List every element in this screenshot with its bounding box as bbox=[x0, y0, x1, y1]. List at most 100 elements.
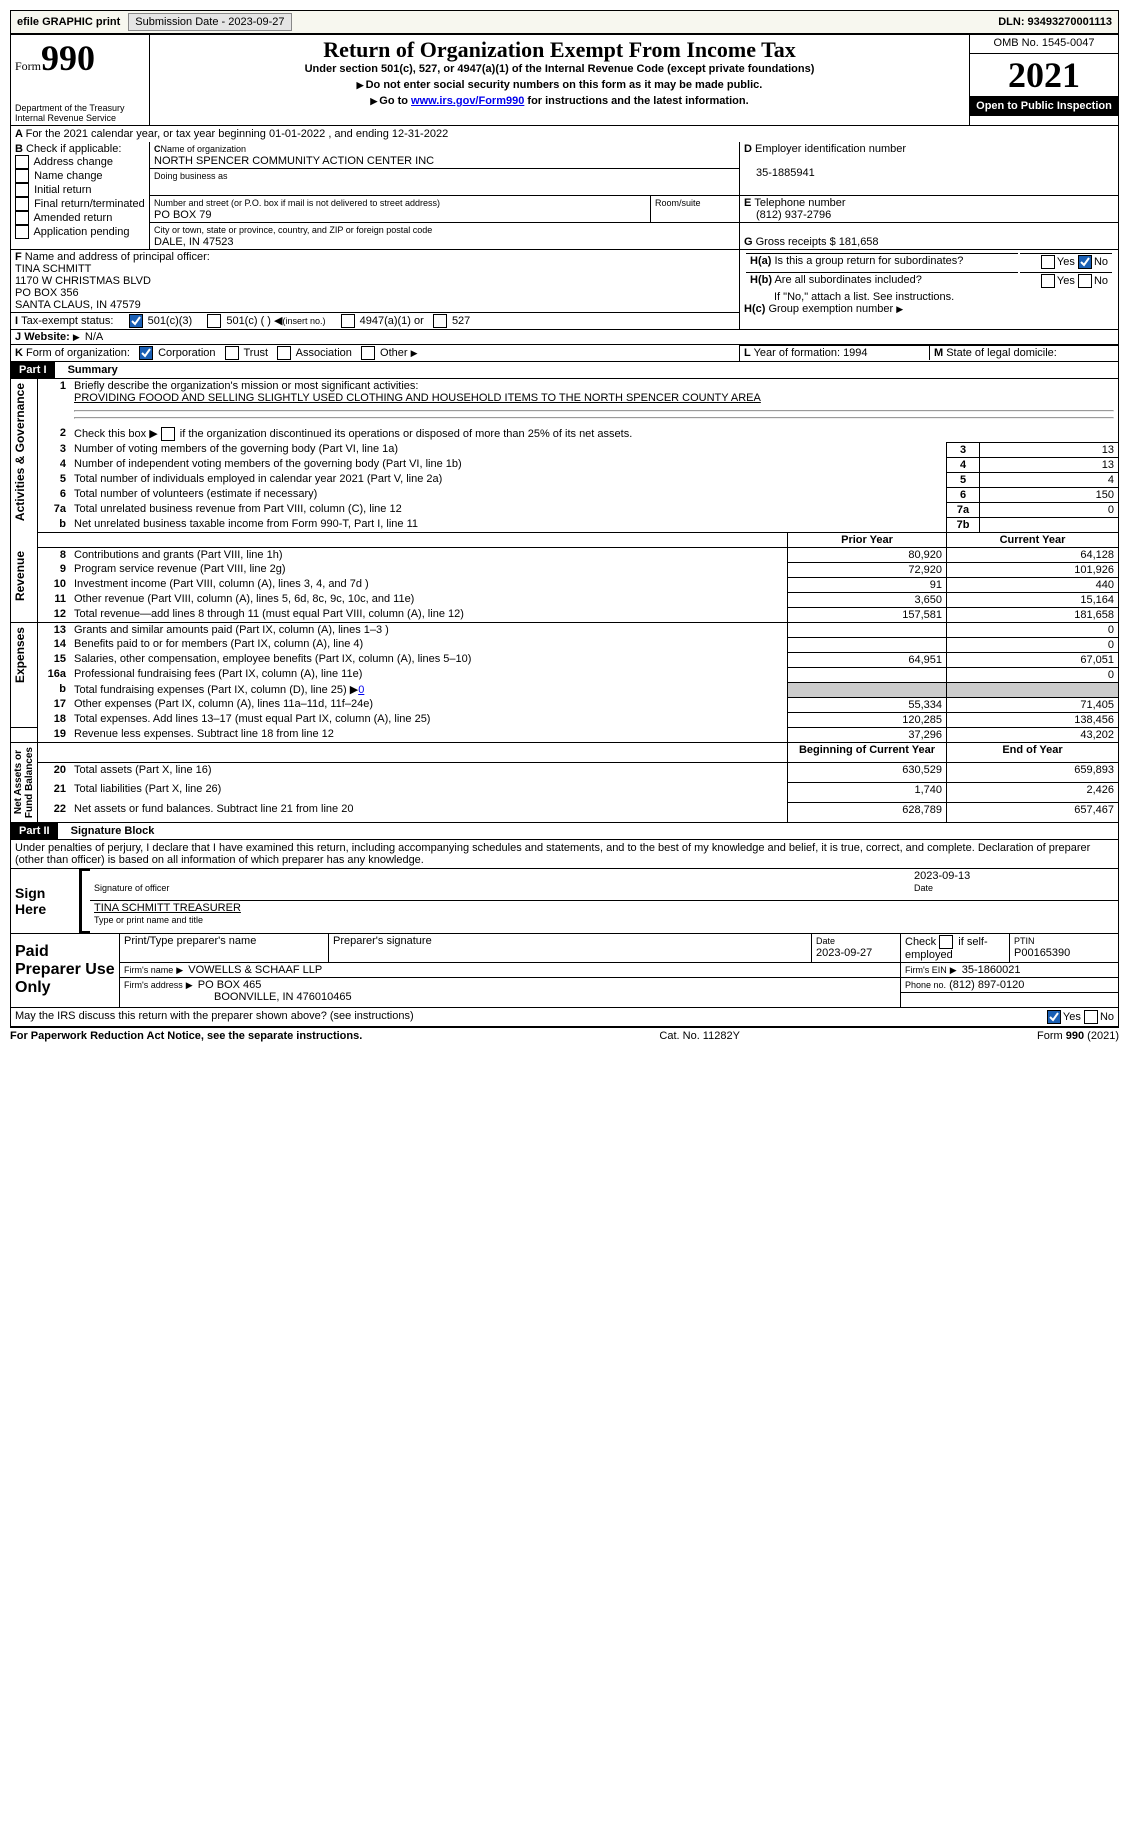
pt-date-cell: Date2023-09-27 bbox=[812, 934, 901, 963]
rownum-19: 19 bbox=[38, 727, 71, 742]
chk-application-pending[interactable] bbox=[15, 225, 29, 239]
l12-label: Total revenue—add lines 8 through 11 (mu… bbox=[70, 607, 788, 622]
lm-cell: L Year of formation: 1994 M State of leg… bbox=[740, 345, 1119, 362]
side-exp: Expenses bbox=[11, 622, 38, 727]
chk-address-change[interactable] bbox=[15, 155, 29, 169]
sig-officer-cell: Signature of officer bbox=[90, 869, 910, 901]
grey-16bc bbox=[947, 682, 1119, 697]
a-text2: , and ending 12-31-2022 bbox=[328, 128, 448, 140]
val-7b bbox=[980, 517, 1119, 532]
rownum-6: 6 bbox=[38, 487, 71, 502]
chk-discuss-yes[interactable] bbox=[1047, 1010, 1061, 1024]
firm-ein-label: Firm's EIN bbox=[905, 965, 947, 975]
city-value: DALE, IN 47523 bbox=[154, 236, 234, 248]
paid-preparer-table: Paid Preparer Use Only Print/Type prepar… bbox=[10, 934, 1119, 1008]
website-value: N/A bbox=[85, 331, 103, 343]
val-22p: 628,789 bbox=[788, 802, 947, 822]
val-10p: 91 bbox=[788, 577, 947, 592]
col-beg: Beginning of Current Year bbox=[788, 742, 947, 762]
chk-name-change[interactable] bbox=[15, 169, 29, 183]
sub3-post: for instructions and the latest informat… bbox=[524, 95, 748, 107]
rownum-15: 15 bbox=[38, 652, 71, 667]
l21-label: Total liabilities (Part X, line 26) bbox=[70, 782, 788, 802]
f-line-0: TINA SCHMITT bbox=[15, 263, 91, 275]
chk-ha-yes[interactable] bbox=[1041, 255, 1055, 269]
val-15c: 67,051 bbox=[947, 652, 1119, 667]
chk-discontinued[interactable] bbox=[161, 427, 175, 441]
rownum-1: 1 bbox=[38, 379, 71, 426]
sign-here-table: Sign Here Signature of officer 2023-09-1… bbox=[10, 869, 1119, 934]
rownum-20: 20 bbox=[38, 762, 71, 782]
opt-final-return: Final return/terminated bbox=[34, 198, 145, 210]
box-6: 6 bbox=[947, 487, 980, 502]
val-8c: 64,128 bbox=[947, 547, 1119, 562]
irs-link[interactable]: www.irs.gov/Form990 bbox=[411, 95, 524, 107]
chk-corp[interactable] bbox=[139, 346, 153, 360]
val-17c: 71,405 bbox=[947, 697, 1119, 712]
rownum-10: 10 bbox=[38, 577, 71, 592]
discuss-row: May the IRS discuss this return with the… bbox=[10, 1008, 1119, 1027]
rownum-blank bbox=[38, 532, 71, 547]
chk-4947[interactable] bbox=[341, 314, 355, 328]
arrow-icon bbox=[357, 79, 366, 91]
k-label: Form of organization: bbox=[26, 347, 130, 359]
rownum-11: 11 bbox=[38, 592, 71, 607]
footer-right: Form 990 (2021) bbox=[1037, 1030, 1119, 1042]
part2-title: Signature Block bbox=[61, 825, 155, 837]
chk-501c[interactable] bbox=[207, 314, 221, 328]
chk-amended-return[interactable] bbox=[15, 211, 29, 225]
chk-501c3[interactable] bbox=[129, 314, 143, 328]
val-5: 4 bbox=[980, 472, 1119, 487]
l3-label: Number of voting members of the governin… bbox=[70, 442, 947, 457]
i-o3: 4947(a)(1) or bbox=[360, 315, 424, 327]
rownum-3: 3 bbox=[38, 442, 71, 457]
arrow-icon bbox=[896, 303, 905, 315]
part2-label: Part II bbox=[11, 823, 58, 839]
val-12p: 157,581 bbox=[788, 607, 947, 622]
box-7a: 7a bbox=[947, 502, 980, 517]
l7a-label: Total unrelated business revenue from Pa… bbox=[70, 502, 947, 517]
rownum-7b: b bbox=[38, 517, 71, 532]
chk-hb-yes[interactable] bbox=[1041, 274, 1055, 288]
val-13p bbox=[788, 622, 947, 637]
col-curr: Current Year bbox=[947, 532, 1119, 547]
footer-left: For Paperwork Reduction Act Notice, see … bbox=[10, 1030, 362, 1042]
chk-ha-no[interactable] bbox=[1078, 255, 1092, 269]
i-cell: I Tax-exempt status: 501(c)(3) 501(c) ( … bbox=[11, 313, 740, 330]
dln-label: DLN: 93493270001113 bbox=[998, 16, 1118, 28]
c-name-cell: CName of organization NORTH SPENCER COMM… bbox=[150, 142, 740, 169]
chk-discuss-no[interactable] bbox=[1084, 1010, 1098, 1024]
rownum-14: 14 bbox=[38, 637, 71, 652]
side-rev: Revenue bbox=[11, 547, 38, 622]
rownum-blank2 bbox=[38, 742, 71, 762]
chk-final-return[interactable] bbox=[15, 197, 29, 211]
val-22c: 657,467 bbox=[947, 802, 1119, 822]
i-o1: 501(c)(3) bbox=[148, 315, 193, 327]
val-16ap bbox=[788, 667, 947, 682]
chk-527[interactable] bbox=[433, 314, 447, 328]
rownum-7a: 7a bbox=[38, 502, 71, 517]
chk-assoc[interactable] bbox=[277, 346, 291, 360]
chk-self-employed[interactable] bbox=[939, 935, 953, 949]
l1-value: PROVIDING FOOOD AND SELLING SLIGHTLY USE… bbox=[74, 392, 761, 404]
chk-other[interactable] bbox=[361, 346, 375, 360]
val-21p: 1,740 bbox=[788, 782, 947, 802]
rownum-17: 17 bbox=[38, 697, 71, 712]
top-bar: efile GRAPHIC print Submission Date - 20… bbox=[10, 10, 1119, 34]
rownum-21: 21 bbox=[38, 782, 71, 802]
f-cell: F Name and address of principal officer:… bbox=[11, 250, 740, 313]
chk-trust[interactable] bbox=[225, 346, 239, 360]
col-b: B Check if applicable: Address change Na… bbox=[11, 142, 150, 250]
val-3: 13 bbox=[980, 442, 1119, 457]
chk-initial-return[interactable] bbox=[15, 183, 29, 197]
submission-date-button[interactable]: Submission Date - 2023-09-27 bbox=[128, 13, 291, 31]
l15-label: Salaries, other compensation, employee b… bbox=[70, 652, 788, 667]
b-label: Check if applicable: bbox=[26, 143, 121, 155]
val-19p: 37,296 bbox=[788, 727, 947, 742]
addr-cell: Number and street (or P.O. box if mail i… bbox=[150, 196, 651, 222]
firm-name-value: VOWELLS & SCHAAF LLP bbox=[188, 964, 322, 976]
e-label: Telephone number bbox=[754, 197, 845, 209]
opt-address-change: Address change bbox=[33, 156, 113, 168]
chk-hb-no[interactable] bbox=[1078, 274, 1092, 288]
paid-preparer-label: Paid Preparer Use Only bbox=[11, 934, 120, 1008]
